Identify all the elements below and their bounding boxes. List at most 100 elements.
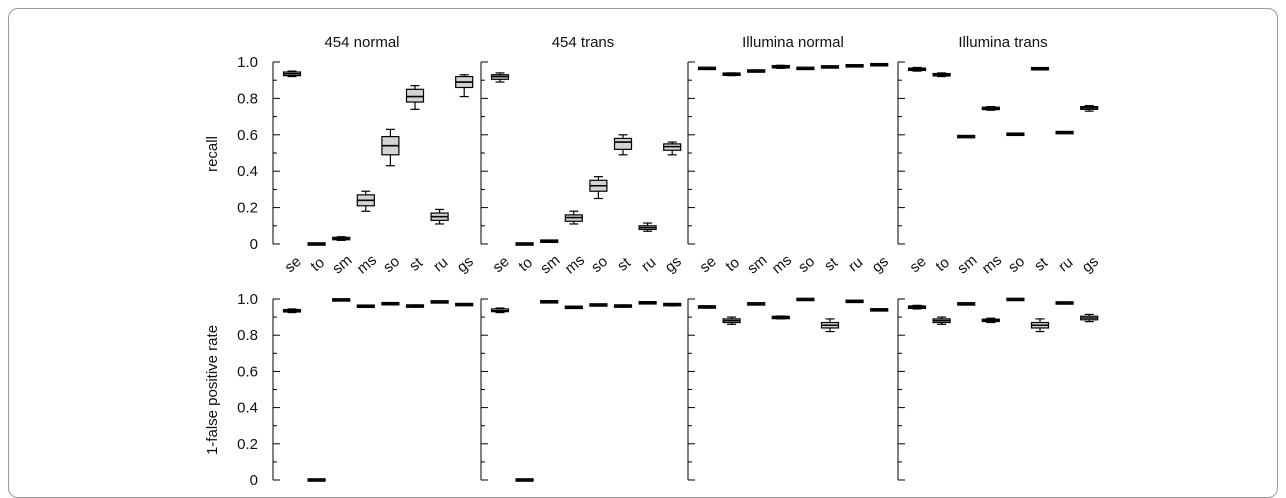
x-tick-label-to: to xyxy=(722,254,743,275)
box-st xyxy=(1030,318,1050,333)
box-gs xyxy=(1080,105,1099,112)
x-tick-label-to: to xyxy=(932,254,953,275)
box-ru xyxy=(1055,301,1074,305)
x-tick-label-so: so xyxy=(380,253,403,276)
box-ms xyxy=(356,304,375,309)
x-tick-label-to: to xyxy=(515,254,536,275)
panel-r0-c3 xyxy=(897,61,1099,245)
box-sm xyxy=(332,298,351,302)
x-tick-label-st: st xyxy=(821,254,842,275)
box-ms xyxy=(771,315,790,320)
box-to xyxy=(722,316,741,325)
panel-title-illumina-normal: Illumina normal xyxy=(742,34,844,51)
box-gs xyxy=(455,302,474,307)
x-tick-label-se: se xyxy=(490,253,513,276)
box-sm xyxy=(540,300,559,304)
box-ms xyxy=(564,305,583,310)
box-so xyxy=(381,128,400,167)
y-tick-label: 0.6 xyxy=(237,363,258,380)
y-tick-label: 1.0 xyxy=(237,54,258,71)
iqr-box xyxy=(405,88,425,103)
box-ru xyxy=(638,301,657,305)
box-se xyxy=(907,304,927,310)
box-gs xyxy=(1080,313,1099,323)
box-se xyxy=(490,72,510,83)
box-to xyxy=(932,72,951,78)
x-tick-label-gs: gs xyxy=(454,253,477,276)
box-sm xyxy=(747,69,766,73)
box-gs xyxy=(455,74,474,98)
box-to xyxy=(307,242,326,246)
box-sm xyxy=(332,236,351,241)
row-y-labels: recall 1-false positive rate xyxy=(204,136,221,455)
x-tick-label-to: to xyxy=(307,254,328,275)
box-ru xyxy=(638,222,657,232)
box-gs xyxy=(870,308,889,312)
panel-titles: 454 normal 454 trans Illumina normal Ill… xyxy=(324,34,1047,51)
y-axis-label-recall: recall xyxy=(204,136,221,172)
x-tick-label-sm: sm xyxy=(537,252,563,278)
box-so xyxy=(1006,297,1025,302)
x-tick-label-so: so xyxy=(795,253,818,276)
box-gs xyxy=(663,141,682,156)
box-to xyxy=(932,316,951,325)
x-tick-label-se: se xyxy=(282,253,305,276)
box-so xyxy=(589,176,608,200)
x-tick-label-ru: ru xyxy=(638,254,659,276)
panel-r1-c0 xyxy=(272,298,474,482)
box-st xyxy=(405,85,425,110)
box-se xyxy=(697,66,717,71)
x-tick-label-so: so xyxy=(1005,253,1028,276)
panel-title-illumina-trans: Illumina trans xyxy=(958,34,1047,51)
x-tick-label-gs: gs xyxy=(869,253,892,276)
panel-r0-c2 xyxy=(687,61,889,245)
x-tick-label-ru: ru xyxy=(430,254,451,276)
x-tick-label-st: st xyxy=(1031,254,1052,275)
y-axis-label-false-positive: 1-false positive rate xyxy=(204,325,221,455)
box-ms xyxy=(771,64,790,69)
box-ru xyxy=(430,208,449,225)
box-ru xyxy=(845,299,864,304)
x-tick-label-so: so xyxy=(588,253,611,276)
panel-r1-c3 xyxy=(897,297,1099,481)
box-so xyxy=(381,301,400,306)
box-se xyxy=(697,305,717,309)
box-sm xyxy=(540,239,559,243)
x-tick-label-ms: ms xyxy=(979,252,1005,278)
box-sm xyxy=(957,302,976,306)
panel-title-454-normal: 454 normal xyxy=(324,34,399,51)
panel-r1-c1 xyxy=(480,298,682,482)
box-st xyxy=(613,304,633,308)
box-se xyxy=(907,66,927,72)
x-tick-label-ru: ru xyxy=(845,254,866,276)
box-ms xyxy=(981,317,1000,324)
box-ru xyxy=(1055,130,1074,135)
x-tick-label-sm: sm xyxy=(954,252,980,278)
box-ms xyxy=(356,190,375,212)
box-so xyxy=(796,66,815,71)
x-tick-label-ru: ru xyxy=(1055,254,1076,276)
y-tick-label: 0.8 xyxy=(237,327,258,344)
x-tick-label-gs: gs xyxy=(662,253,685,276)
y-tick-label: 0.2 xyxy=(237,436,258,453)
box-to xyxy=(515,242,534,246)
y-tick-label: 0 xyxy=(250,236,258,253)
box-to xyxy=(515,478,534,482)
box-st xyxy=(613,134,633,156)
y-tick-label: 0 xyxy=(250,472,258,486)
x-tick-label-se: se xyxy=(907,253,930,276)
y-tick-label: 0.6 xyxy=(237,127,258,144)
box-ms xyxy=(564,210,583,225)
box-se xyxy=(282,308,302,314)
box-se xyxy=(282,70,302,78)
box-gs xyxy=(870,62,889,67)
x-tick-label-sm: sm xyxy=(744,252,770,278)
x-tick-label-st: st xyxy=(614,254,635,275)
box-ms xyxy=(981,105,1000,111)
box-st xyxy=(405,304,425,308)
y-tick-label: 0.8 xyxy=(237,90,258,107)
x-tick-label-se: se xyxy=(697,253,720,276)
box-to xyxy=(722,72,741,77)
y-tick-label: 0.2 xyxy=(237,200,258,217)
x-tick-label-st: st xyxy=(406,254,427,275)
